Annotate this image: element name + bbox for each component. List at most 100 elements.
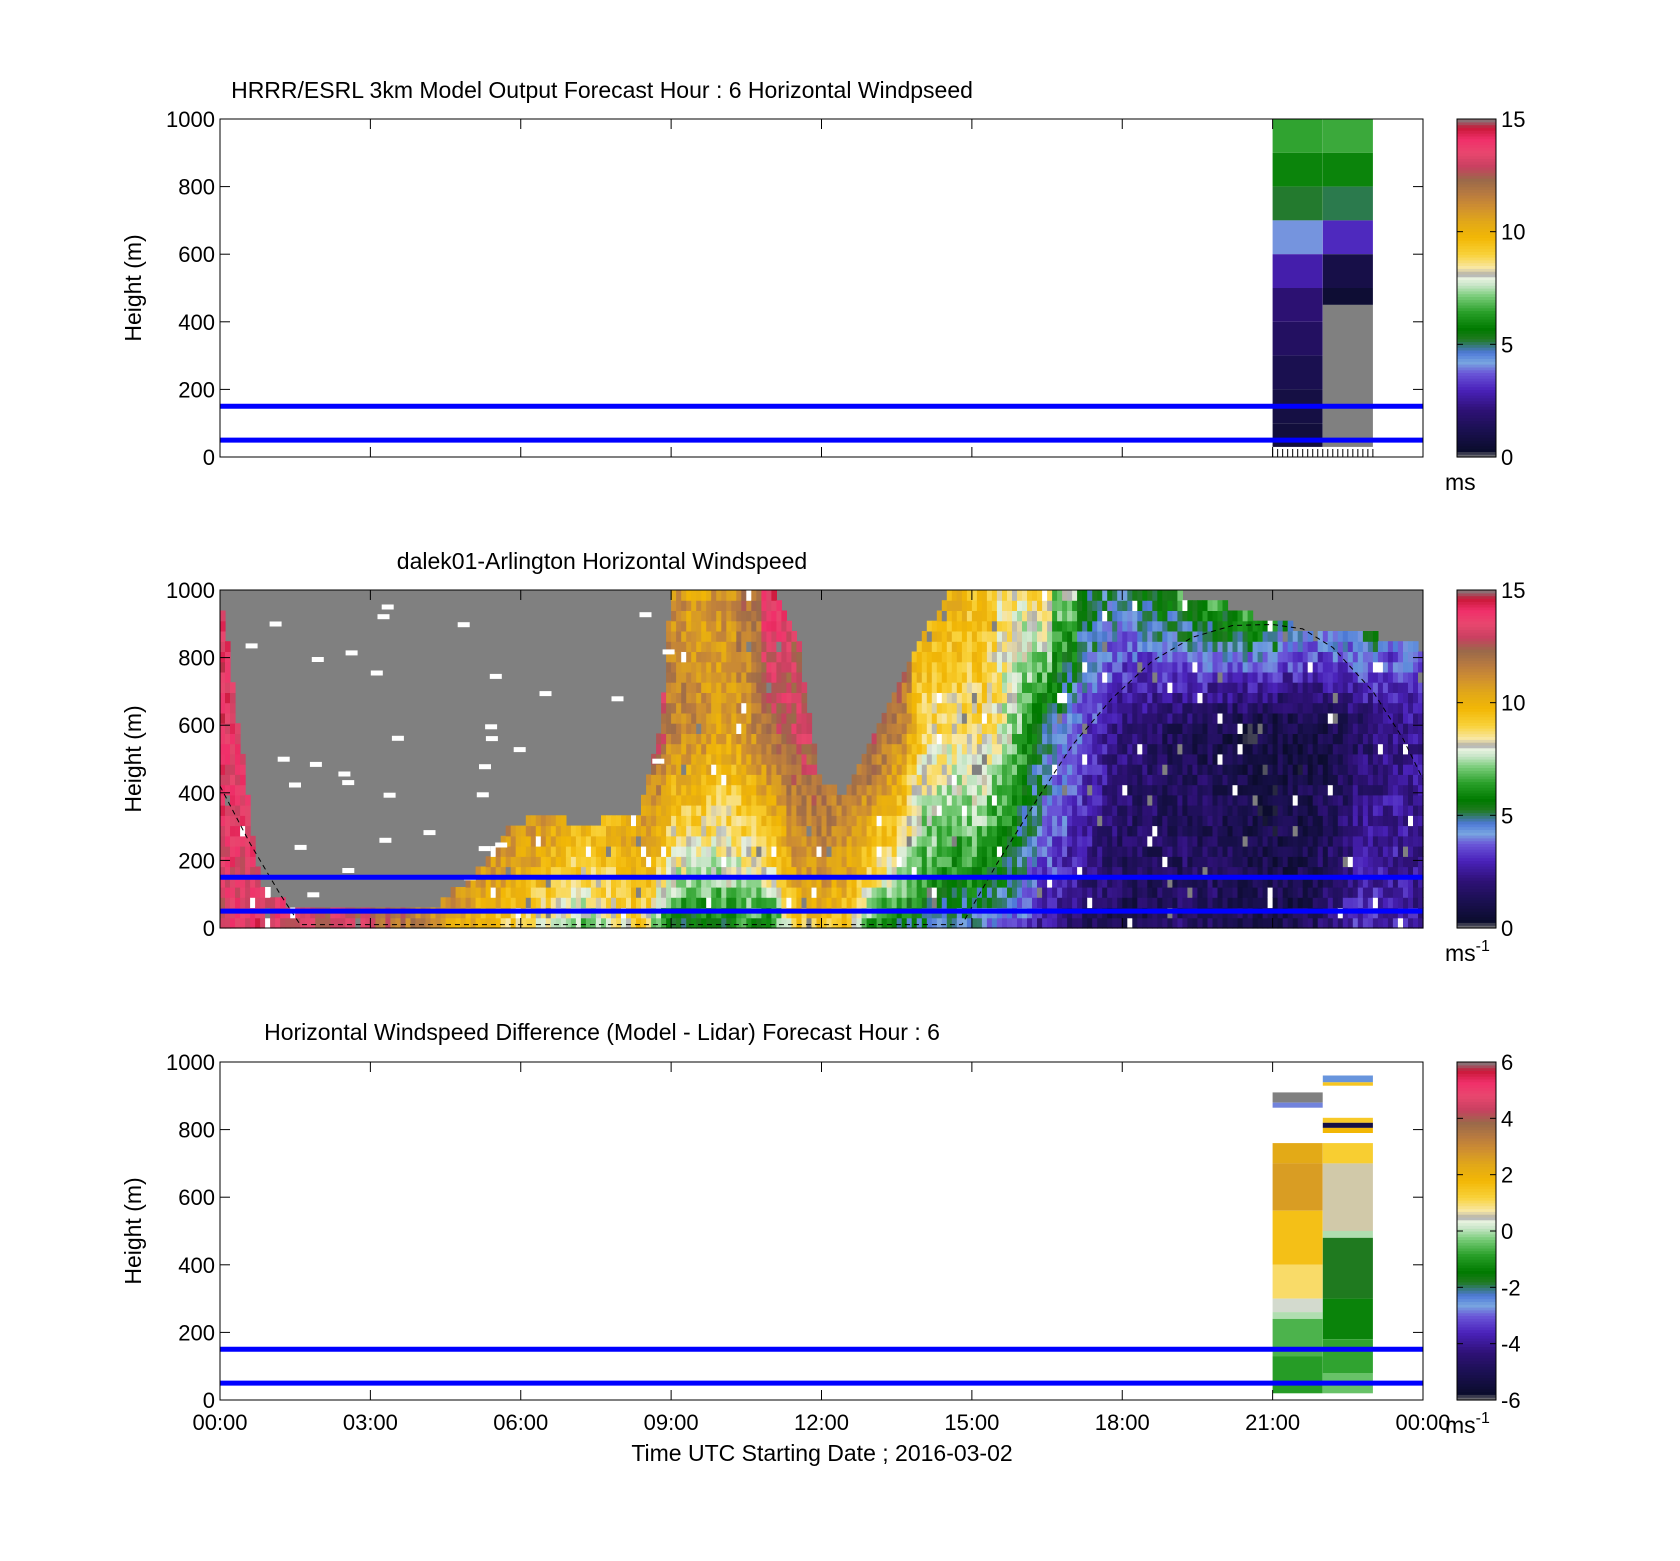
heatmap-cell bbox=[1132, 774, 1138, 786]
heatmap-cell bbox=[1012, 661, 1018, 673]
heatmap-cell bbox=[1212, 733, 1219, 745]
heatmap-cell bbox=[1242, 876, 1249, 888]
heatmap-cell bbox=[706, 590, 712, 601]
heatmap-cell bbox=[711, 887, 717, 898]
heatmap-cell bbox=[1182, 876, 1188, 888]
heatmap-cell bbox=[1102, 825, 1108, 837]
heatmap-cell bbox=[756, 805, 762, 816]
heatmap-cell bbox=[956, 671, 963, 683]
heatmap-cell bbox=[1002, 712, 1008, 724]
heatmap-cell bbox=[841, 897, 848, 909]
heatmap-cell bbox=[235, 866, 241, 878]
heatmap-cell bbox=[701, 600, 707, 611]
heatmap-cell bbox=[1052, 856, 1058, 868]
heatmap-cell bbox=[771, 805, 777, 816]
heatmap-cell bbox=[1237, 897, 1244, 909]
heatmap-cell bbox=[661, 692, 667, 704]
heatmap-cell bbox=[1047, 692, 1053, 704]
heatmap-cell bbox=[1162, 815, 1168, 827]
heatmap-cell bbox=[1307, 805, 1314, 816]
heatmap-cell bbox=[1247, 651, 1254, 663]
heatmap-cell bbox=[1282, 671, 1289, 683]
heatmap-cell bbox=[1147, 702, 1153, 714]
heatmap-cell bbox=[1107, 794, 1113, 806]
heatmap-cell bbox=[520, 876, 527, 888]
heatmap-cell bbox=[250, 876, 256, 888]
heatmap-cell bbox=[1152, 682, 1158, 693]
heatmap-cell bbox=[1162, 661, 1168, 673]
heatmap-cell bbox=[776, 641, 782, 652]
heatmap-cell bbox=[1257, 805, 1264, 816]
heatmap-cell bbox=[911, 846, 918, 857]
heatmap-cell bbox=[836, 794, 843, 806]
heatmap-cell bbox=[981, 682, 988, 693]
heatmap-cell bbox=[1197, 856, 1203, 868]
heatmap-cell bbox=[1287, 774, 1294, 786]
heatmap-cell bbox=[1202, 917, 1209, 929]
heatmap-cells bbox=[1272, 119, 1374, 457]
heatmap-cell bbox=[1312, 774, 1319, 786]
heatmap-cell bbox=[1082, 825, 1088, 837]
heatmap-cell bbox=[1152, 661, 1158, 673]
heatmap-cell bbox=[721, 620, 727, 632]
heatmap-cell bbox=[861, 764, 868, 775]
heatmap-cell bbox=[1182, 692, 1188, 704]
heatmap-cell bbox=[756, 764, 762, 775]
heatmap-cell bbox=[956, 825, 963, 837]
heatmap-cell bbox=[756, 743, 762, 755]
heatmap-cell bbox=[1122, 702, 1128, 714]
heatmap-cell bbox=[741, 610, 747, 622]
colorbar-swatch bbox=[1457, 130, 1496, 134]
heatmap-cell bbox=[906, 866, 913, 878]
heatmap-cell bbox=[1167, 651, 1173, 663]
heatmap-cell bbox=[1052, 764, 1058, 775]
heatmap-cell bbox=[1222, 917, 1229, 929]
heatmap-cell bbox=[1002, 620, 1008, 632]
heatmap-cell bbox=[1312, 784, 1319, 796]
heatmap-cell bbox=[1102, 784, 1108, 796]
heatmap-cell bbox=[1212, 835, 1219, 847]
heatmap-cell bbox=[1042, 692, 1048, 704]
heatmap-cell bbox=[721, 784, 727, 796]
heatmap-cell bbox=[686, 866, 692, 878]
heatmap-cell bbox=[1142, 743, 1148, 755]
heatmap-cell bbox=[816, 887, 823, 898]
heatmap-cell bbox=[1312, 712, 1319, 724]
heatmap-cell bbox=[686, 620, 692, 632]
heatmap-cell bbox=[741, 784, 747, 796]
heatmap-cell bbox=[510, 887, 517, 898]
heatmap-cell bbox=[1082, 774, 1088, 786]
heatmap-cell bbox=[525, 866, 532, 878]
colorbar-swatch bbox=[1457, 268, 1496, 272]
heatmap-cell bbox=[706, 702, 712, 714]
heatmap-cell bbox=[956, 784, 963, 796]
heatmap-cell bbox=[1162, 620, 1168, 632]
heatmap-cell bbox=[1047, 897, 1053, 909]
heatmap-cell bbox=[816, 846, 823, 857]
heatmap-cell bbox=[1207, 784, 1214, 796]
heatmap-cell bbox=[1122, 620, 1128, 632]
heatmap-cell bbox=[841, 835, 848, 847]
heatmap-cell bbox=[766, 846, 772, 857]
heatmap-cell bbox=[756, 702, 762, 714]
heatmap-cell bbox=[1147, 876, 1153, 888]
heatmap-cell bbox=[1022, 682, 1028, 693]
heatmap-cell bbox=[886, 887, 893, 898]
heatmap-cell bbox=[901, 774, 908, 786]
heatmap-cell bbox=[1122, 631, 1128, 642]
heatmap-cell bbox=[801, 917, 808, 929]
heatmap-cell bbox=[1187, 887, 1193, 898]
heatmap-cell bbox=[861, 815, 868, 827]
heatmap-cell bbox=[1062, 610, 1068, 622]
heatmap-cell bbox=[1132, 835, 1138, 847]
heatmap-cell bbox=[941, 651, 948, 663]
heatmap-cell bbox=[400, 917, 407, 929]
heatmap-cell bbox=[1107, 825, 1113, 837]
heatmap-cell bbox=[661, 897, 667, 909]
heatmap-cell bbox=[1287, 723, 1294, 734]
heatmap-cell bbox=[1342, 743, 1349, 755]
heatmap-cell bbox=[1022, 897, 1028, 909]
heatmap-cell bbox=[1267, 887, 1274, 898]
heatmap-cell bbox=[1067, 590, 1073, 601]
heatmap-cell bbox=[901, 702, 908, 714]
